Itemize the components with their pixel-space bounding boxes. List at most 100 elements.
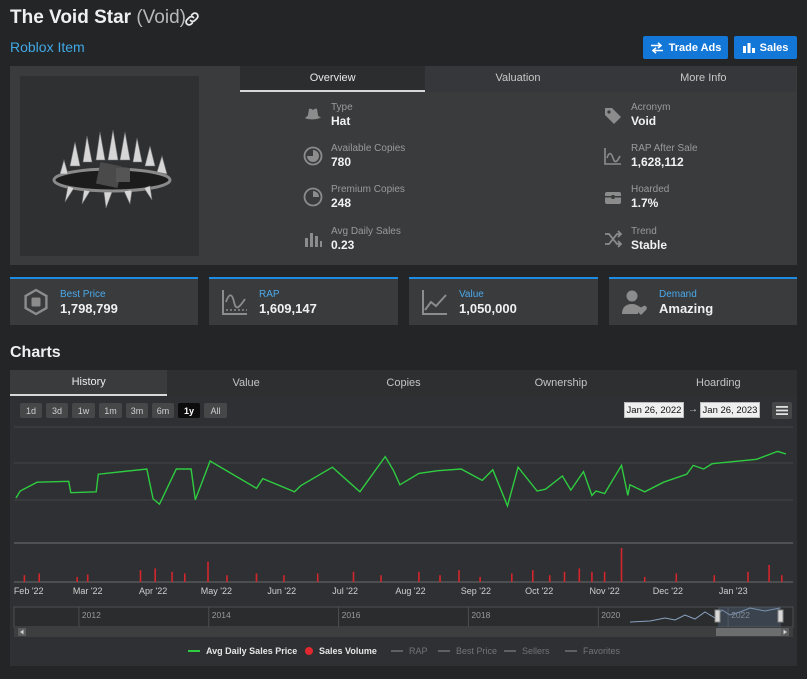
date-to-input[interactable]: Jan 26, 2023 (700, 402, 760, 418)
navigator-series (629, 607, 781, 623)
card-value: Value 1,050,000 (409, 277, 598, 325)
x-tick-label: Aug '22 (395, 586, 425, 596)
range-1w-button[interactable]: 1w (72, 403, 95, 418)
legend-line-marker (391, 650, 403, 652)
x-tick-label: Jul '22 (332, 586, 358, 596)
x-axis-ticks: Feb '22 Mar '22 Apr '22 May '22 Jun '22 Jul '… (14, 586, 748, 596)
legend-label: Favorites (583, 646, 621, 656)
x-tick-label: Dec '22 (653, 586, 683, 596)
tab-ownership[interactable]: Ownership (534, 377, 588, 389)
range-all-button[interactable]: All (204, 403, 227, 418)
sales-volume-bar (86, 574, 89, 582)
sales-volume-bar (548, 575, 551, 582)
legend-item-rap[interactable]: RAP (391, 646, 428, 656)
card-best-price: Best Price 1,798,799 (10, 277, 198, 325)
stat-avg-daily-sales: Avg Daily Sales 0.23 (303, 226, 401, 252)
sales-volume-bar (226, 575, 228, 582)
range-6m-button[interactable]: 6m (152, 403, 174, 418)
x-tick-label: Mar '22 (73, 586, 103, 596)
navigator-year-label: 2016 (342, 610, 361, 620)
sales-volume-bar (591, 571, 593, 582)
legend-item-sales-volume[interactable]: Sales Volume (305, 646, 377, 656)
chart-tabs: History Value Copies Ownership Hoarding (10, 370, 797, 396)
tab-more-info[interactable]: More Info (610, 66, 796, 92)
chevron-right-icon (783, 629, 787, 635)
item-category-link[interactable]: Roblox Item (10, 39, 85, 55)
range-1y-button[interactable]: 1y (178, 403, 200, 418)
sales-volume-bar (316, 573, 319, 582)
pie-chart-icon (303, 146, 323, 166)
navigator-track[interactable] (13, 606, 794, 628)
x-tick-label: Jun '22 (267, 586, 296, 596)
tab-value[interactable]: Value (232, 377, 260, 389)
legend-item-avg-price[interactable]: Avg Daily Sales Price (188, 646, 297, 656)
stat-value: 1,628,112 (631, 155, 684, 169)
sales-volume-bar (458, 570, 460, 582)
legend-label: Sales Volume (319, 646, 377, 656)
hamburger-menu-icon (776, 406, 788, 415)
navigator-scrollbar[interactable] (14, 627, 793, 637)
sales-volume-bar (255, 573, 258, 582)
user-heart-icon (622, 290, 647, 315)
range-1m-button[interactable]: 1m (99, 403, 122, 418)
tab-copies[interactable]: Copies (386, 377, 421, 389)
legend-item-best-price[interactable]: Best Price (438, 646, 497, 656)
item-acronym: (Void) (136, 7, 186, 28)
navigator-year-label: 2012 (82, 610, 101, 620)
stat-premium-copies: Premium Copies 248 (303, 184, 405, 210)
sales-volume-bar (38, 573, 40, 582)
navigator-year-label: 2014 (212, 610, 231, 620)
stat-label: RAP After Sale (631, 143, 698, 154)
x-tick-label: Feb '22 (14, 586, 44, 596)
sales-volume-bar (532, 570, 534, 582)
range-3m-button[interactable]: 3m (126, 403, 148, 418)
tab-overview[interactable]: Overview (240, 66, 426, 92)
legend-line-marker (565, 650, 577, 652)
scrollbar-thumb[interactable] (716, 628, 782, 636)
navigator-right-handle[interactable] (777, 609, 784, 623)
legend-label: Sellers (522, 646, 550, 656)
tab-hoarding[interactable]: Hoarding (696, 377, 741, 389)
card-label: Demand (659, 289, 697, 300)
trade-ads-label: Trade Ads (668, 41, 722, 54)
stat-value: 248 (331, 196, 352, 210)
stat-rap-after-sale: RAP After Sale 1,628,112 (603, 143, 698, 169)
sales-volume-bar (283, 575, 285, 582)
chart-menu-button[interactable] (772, 402, 792, 419)
card-value-amount: 1,050,000 (459, 301, 517, 316)
chart-gridlines (14, 426, 793, 583)
navigator-selection[interactable] (718, 607, 781, 627)
link-icon[interactable] (183, 10, 201, 28)
sales-volume-bar (439, 575, 441, 582)
x-tick-label: Nov '22 (589, 586, 619, 596)
range-3d-button[interactable]: 3d (46, 403, 68, 418)
stat-value: Hat (331, 114, 351, 128)
void-star-crown-image (52, 129, 172, 209)
sales-volume-bar (713, 575, 716, 582)
navigator-year-label: 2022 (731, 610, 750, 620)
legend-dot-marker (305, 647, 313, 655)
navigator-left-handle[interactable] (714, 609, 721, 623)
tab-history[interactable]: History (10, 370, 168, 396)
card-value: 1,609,147 (259, 301, 317, 316)
date-from-input[interactable]: Jan 26, 2022 (624, 402, 684, 418)
sales-volume-bar (768, 565, 770, 582)
fedora-hat-icon (305, 108, 321, 120)
sales-volume-bar (380, 575, 382, 582)
tab-valuation[interactable]: Valuation (425, 66, 611, 92)
sales-volume-bar (352, 571, 355, 582)
stat-value: 0.23 (331, 238, 355, 252)
trade-ads-button[interactable]: Trade Ads (643, 36, 728, 59)
sales-volume-bar (781, 575, 783, 582)
stat-value: 1.7% (631, 196, 659, 210)
range-1d-button[interactable]: 1d (20, 403, 42, 418)
x-tick-label: Apr '22 (139, 586, 167, 596)
legend-item-sellers[interactable]: Sellers (504, 646, 550, 656)
sales-volume-bar (23, 575, 26, 582)
card-value: 1,798,799 (60, 301, 118, 316)
legend-item-favorites[interactable]: Favorites (565, 646, 620, 656)
navigator-year-labels: 2012 2014 2016 2018 2020 2022 (78, 607, 750, 627)
sales-volume-bar (418, 571, 420, 582)
sales-button[interactable]: Sales (734, 36, 797, 59)
sales-volume-bars (23, 548, 783, 582)
